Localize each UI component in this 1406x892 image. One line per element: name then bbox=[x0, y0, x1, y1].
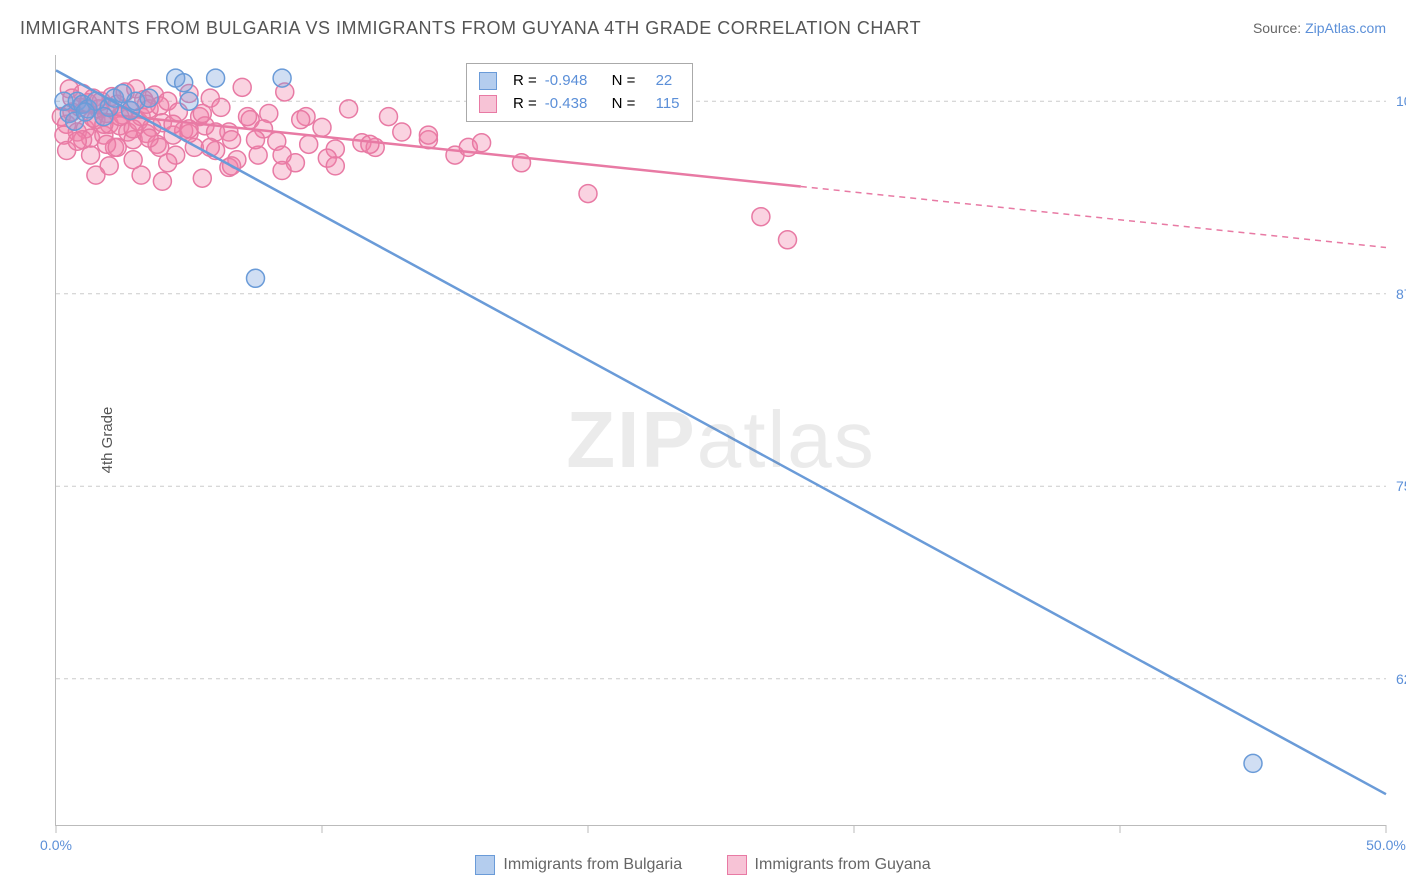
legend-item-guyana: Immigrants from Guyana bbox=[727, 855, 931, 875]
y-axis-label: 4th Grade bbox=[99, 407, 116, 474]
legend-item-bulgaria: Immigrants from Bulgaria bbox=[475, 855, 682, 875]
legend-label-guyana: Immigrants from Guyana bbox=[755, 856, 931, 874]
chart-svg bbox=[56, 55, 1386, 825]
corr-swatch bbox=[479, 95, 497, 113]
bottom-legend: Immigrants from Bulgaria Immigrants from… bbox=[0, 855, 1406, 880]
y-tick-label: 62.5% bbox=[1396, 671, 1406, 687]
source-label: Source: bbox=[1253, 20, 1301, 36]
legend-label-bulgaria: Immigrants from Bulgaria bbox=[503, 856, 682, 874]
corr-r-value: -0.948 bbox=[545, 70, 588, 93]
corr-row: R = -0.438 N = 115 bbox=[479, 93, 680, 116]
corr-r-value: -0.438 bbox=[545, 93, 588, 116]
corr-n-label: N = bbox=[612, 93, 636, 116]
y-tick-label: 75.0% bbox=[1396, 478, 1406, 494]
corr-swatch bbox=[479, 72, 497, 90]
corr-n-value: 22 bbox=[656, 70, 673, 93]
source-link[interactable]: ZipAtlas.com bbox=[1305, 20, 1386, 36]
corr-row: R = -0.948 N = 22 bbox=[479, 70, 680, 93]
corr-r-label: R = bbox=[513, 93, 537, 116]
chart-title: IMMIGRANTS FROM BULGARIA VS IMMIGRANTS F… bbox=[20, 18, 921, 39]
legend-swatch-guyana bbox=[727, 855, 747, 875]
x-tick-label: 0.0% bbox=[40, 837, 72, 853]
correlation-legend-box: R = -0.948 N = 22 R = -0.438 N = 115 bbox=[466, 63, 693, 122]
source-attribution: Source: ZipAtlas.com bbox=[1253, 20, 1386, 36]
corr-n-value: 115 bbox=[656, 93, 680, 116]
y-tick-label: 87.5% bbox=[1396, 286, 1406, 302]
x-tick-label: 50.0% bbox=[1366, 837, 1406, 853]
y-tick-label: 100.0% bbox=[1396, 93, 1406, 109]
corr-r-label: R = bbox=[513, 70, 537, 93]
chart-plot-area: 4th Grade ZIPatlas R = -0.948 N = 22 R =… bbox=[55, 55, 1386, 826]
corr-n-label: N = bbox=[612, 70, 636, 93]
legend-swatch-bulgaria bbox=[475, 855, 495, 875]
